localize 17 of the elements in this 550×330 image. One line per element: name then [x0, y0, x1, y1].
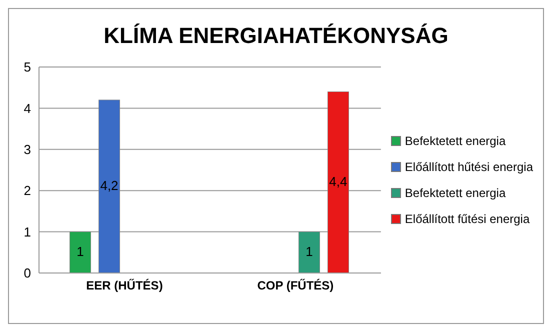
y-tick-label: 3 — [24, 142, 31, 158]
legend-label: Befektetett energia — [404, 185, 506, 202]
data-label: 1 — [76, 244, 84, 259]
data-label: 4,4 — [329, 174, 348, 189]
y-tick-label: 5 — [24, 60, 31, 75]
y-tick-label: 2 — [24, 183, 31, 198]
legend-label: Előállított hűtési energia — [404, 159, 533, 176]
legend-label: Előállított fűtési energia — [404, 211, 530, 228]
legend-label: Befektetett energia — [404, 133, 506, 150]
chart-title: KLÍMA ENERGIAHATÉKONYSÁG — [102, 23, 450, 49]
x-tick-label: COP (FŰTÉS) — [257, 278, 334, 293]
data-label: 1 — [306, 244, 313, 259]
x-tick-label: EER (HŰTÉS) — [86, 278, 163, 293]
y-tick-label: 4 — [24, 100, 31, 116]
data-label: 4,2 — [100, 178, 118, 193]
y-tick-label: 1 — [24, 224, 31, 240]
y-tick-label: 0 — [24, 266, 31, 281]
